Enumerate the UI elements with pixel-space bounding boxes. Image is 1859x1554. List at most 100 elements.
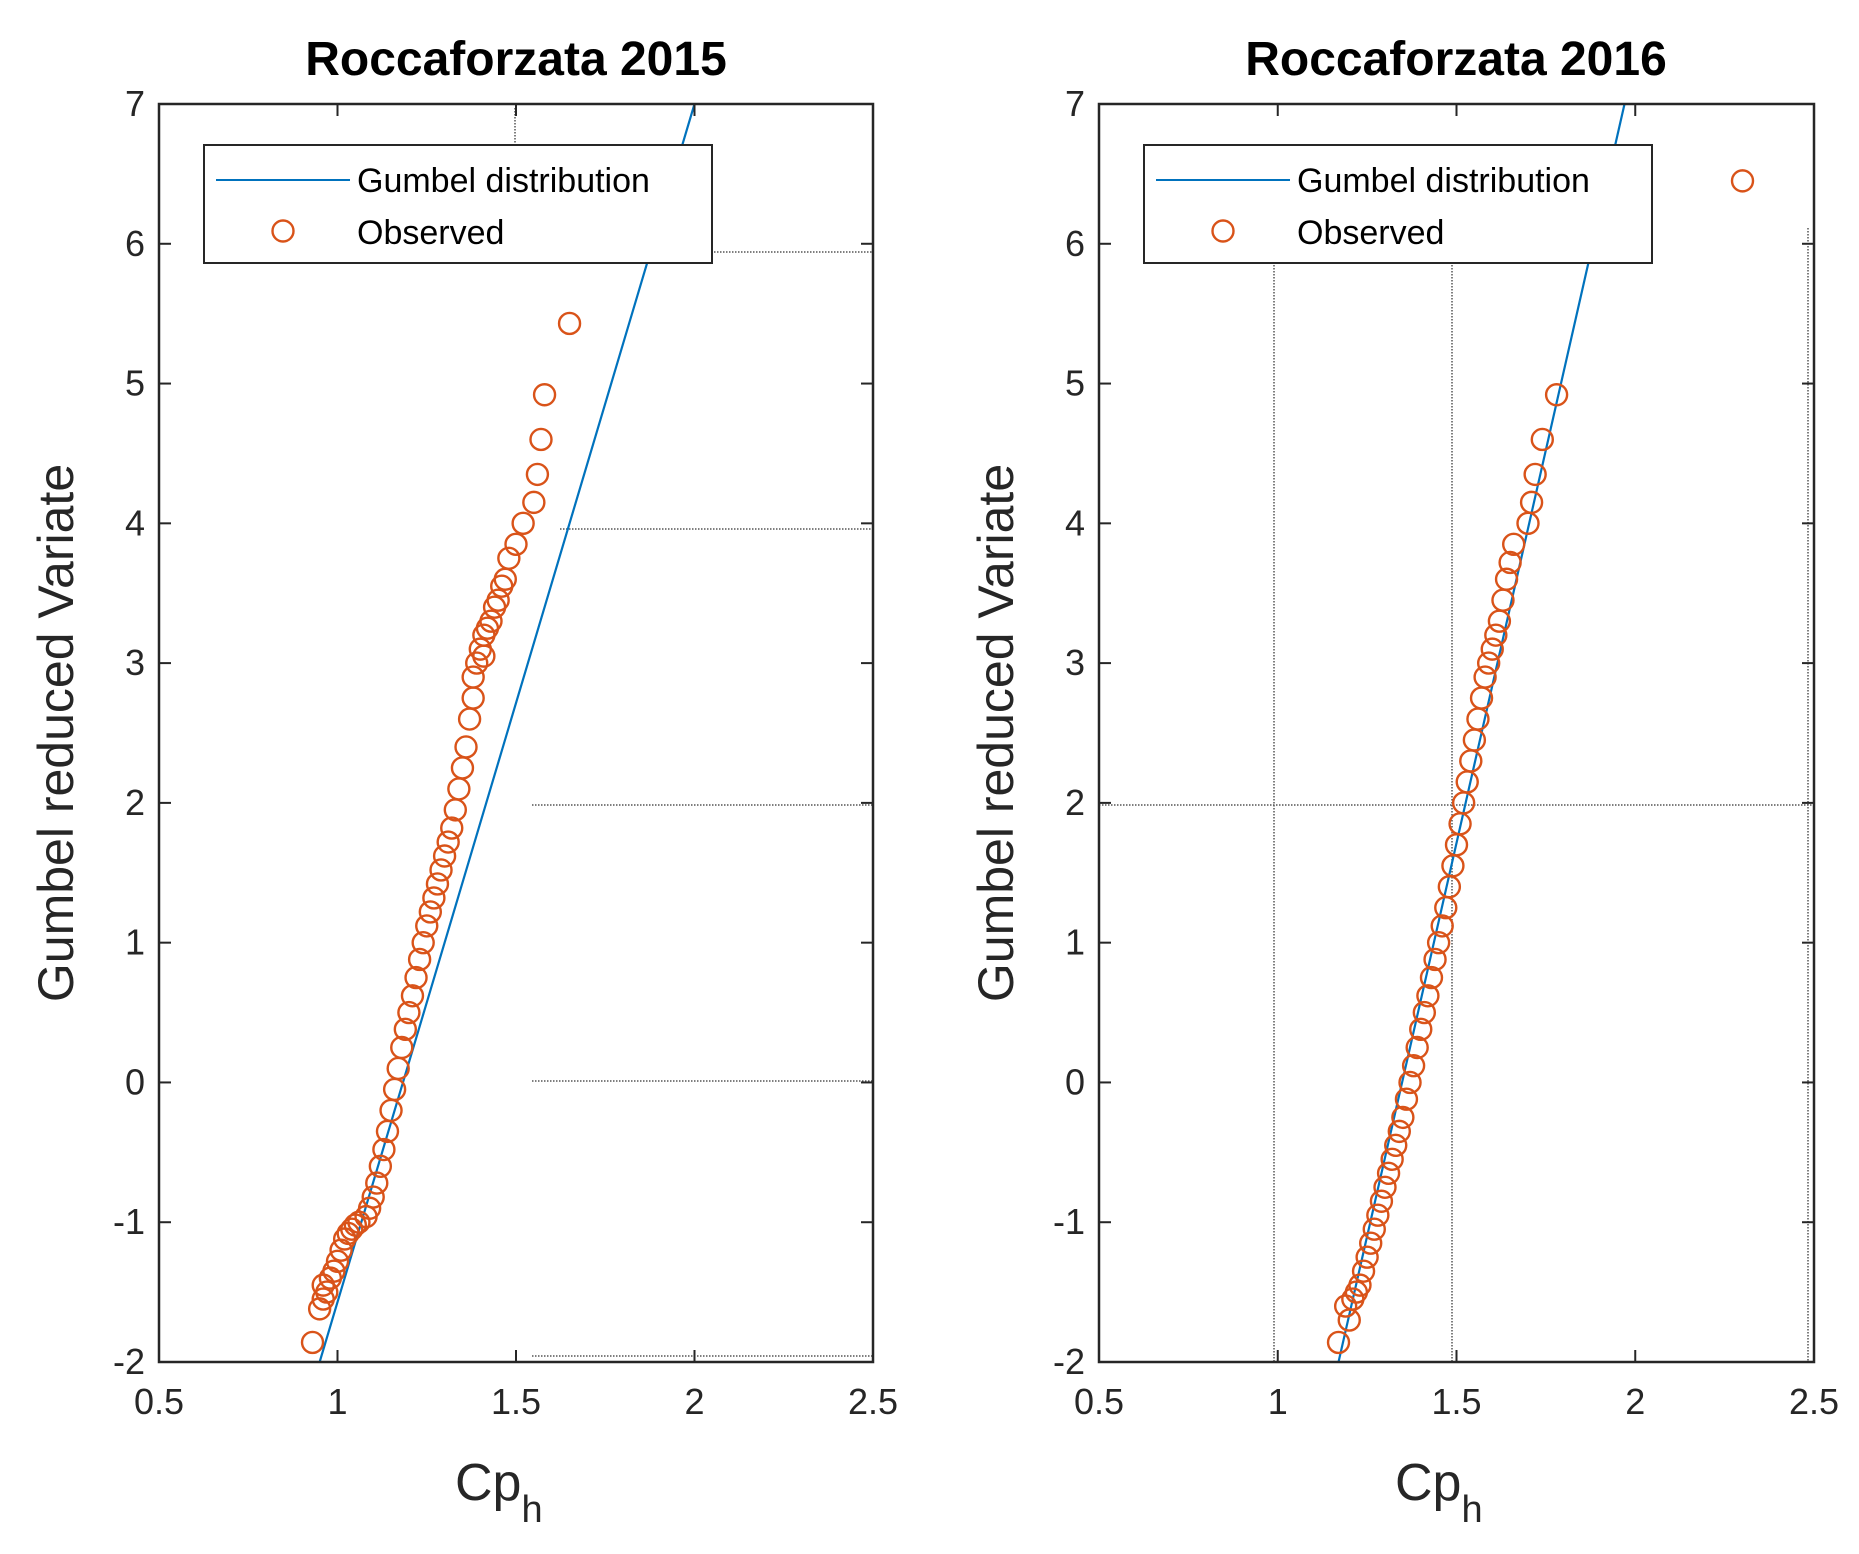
- y-axis-label: Gumbel reduced Variate: [968, 464, 1024, 1002]
- plot-area: [1326, 104, 1755, 1362]
- observed-point: [397, 1000, 421, 1025]
- observed-point: [1412, 1000, 1437, 1025]
- x-axis: 0.5 1 1.5 2 2.5: [134, 104, 898, 1422]
- observed-point: [497, 546, 521, 570]
- observed-point: [504, 532, 528, 556]
- observed-point: [429, 858, 453, 882]
- y-tick-label: 3: [1065, 642, 1085, 683]
- x-tick-label: 1: [1268, 1381, 1288, 1422]
- observed-point: [1387, 1119, 1412, 1144]
- observed-point: [1369, 1189, 1394, 1213]
- observed-point: [1380, 1147, 1404, 1172]
- observed-point: [1366, 1203, 1390, 1227]
- y-tick-label: -1: [1053, 1201, 1085, 1242]
- legend-observed-marker: [1211, 219, 1235, 243]
- observed-point: [1405, 1035, 1429, 1060]
- y-tick-label: -1: [113, 1201, 145, 1242]
- chart-title: Roccaforzata 2016: [1245, 33, 1667, 86]
- observed-point: [1544, 383, 1569, 407]
- observed-point: [425, 872, 450, 896]
- y-tick-label: 3: [125, 642, 145, 683]
- observed-point: [1523, 462, 1547, 487]
- observed-point: [404, 965, 428, 990]
- observed-point: [1730, 169, 1755, 193]
- observed-point: [557, 311, 582, 336]
- observed-point: [418, 900, 443, 924]
- legend-observed-marker: [271, 219, 295, 243]
- observed-point: [300, 1330, 325, 1355]
- chart-panel-2015: 0.5 1 1.5 2 2.5 -2 -1 0 1 2 3 4 5 6 7 Roccaforzata 20…: [28, 33, 898, 1531]
- observed-point: [390, 1035, 414, 1060]
- y-tick-label: 5: [1065, 363, 1085, 404]
- chart-panel-2016: 0.5 1 1.5 2 2.5 -2 -1 0 1 2 3 4 5 6 7 Roccaforzata 20…: [968, 33, 1839, 1531]
- x-tick-label: 1.5: [491, 1381, 541, 1422]
- observed-point: [532, 383, 557, 407]
- observed-point: [407, 947, 432, 972]
- observed-point: [361, 1185, 385, 1209]
- legend-observed-label: Observed: [1297, 214, 1444, 252]
- y-axis-label: Gumbel reduced Variate: [28, 464, 84, 1002]
- y-axis: -2 -1 0 1 2 3 4 5 6 7: [113, 83, 873, 1382]
- observed-point: [1501, 532, 1526, 556]
- observed-point: [315, 1280, 339, 1304]
- x-axis-label-subscript: h: [1461, 1489, 1482, 1531]
- observed-point: [415, 914, 439, 938]
- x-axis-label: Cph: [1395, 1454, 1483, 1531]
- observed-point: [1476, 651, 1501, 675]
- observed-point: [1391, 1105, 1415, 1130]
- observed-point: [1348, 1273, 1372, 1297]
- observed-point: [1423, 947, 1447, 972]
- observed-point: [1419, 965, 1444, 990]
- observed-point: [1426, 930, 1451, 955]
- observed-point: [529, 427, 553, 452]
- y-tick-label: 1: [1065, 922, 1085, 963]
- y-axis: -2 -1 0 1 2 3 4 5 6 7: [1053, 83, 1814, 1382]
- observed-point: [1498, 550, 1522, 575]
- observed-point: [411, 930, 435, 955]
- observed-point: [1409, 1017, 1433, 1042]
- observed-point: [461, 665, 485, 689]
- observed-point: [465, 651, 489, 675]
- observed-point: [1384, 1133, 1408, 1158]
- grid-lines: [1099, 228, 1814, 1362]
- gumbel-distribution-line: [318, 104, 696, 1362]
- observed-point: [1480, 637, 1504, 661]
- observed-point: [1401, 1053, 1426, 1078]
- observed-point: [422, 886, 446, 910]
- observed-point: [1398, 1070, 1422, 1095]
- observed-point: [340, 1217, 364, 1241]
- observed-point: [522, 490, 546, 515]
- legend: Gumbel distribution Observed: [203, 144, 713, 264]
- plot-area: [300, 104, 696, 1362]
- observed-point: [1355, 1245, 1379, 1269]
- y-tick-label: 4: [1065, 502, 1085, 543]
- observed-point: [1373, 1175, 1397, 1199]
- observed-point: [400, 984, 425, 1008]
- y-tick-label: 0: [125, 1061, 145, 1102]
- legend: Gumbel distribution Observed: [1143, 144, 1653, 264]
- y-tick-label: 6: [125, 223, 145, 264]
- observed-point: [1494, 567, 1519, 591]
- x-axis-label: Cph: [455, 1454, 543, 1531]
- legend-observed-label: Observed: [357, 214, 504, 252]
- x-axis-label-subscript: h: [521, 1489, 542, 1531]
- legend-gumbel-label: Gumbel distribution: [357, 162, 650, 200]
- x-axis-label-main: Cp: [455, 1454, 521, 1512]
- observed-point: [1326, 1330, 1351, 1355]
- y-tick-label: -2: [1053, 1341, 1085, 1382]
- chart-title: Roccaforzata 2015: [305, 33, 727, 86]
- observed-point: [368, 1154, 393, 1179]
- legend-box: [203, 144, 713, 264]
- observed-point: [511, 511, 535, 536]
- y-tick-label: 2: [125, 782, 145, 823]
- observed-point: [1394, 1087, 1419, 1111]
- observed-point: [486, 588, 510, 612]
- observed-point: [1351, 1259, 1376, 1283]
- observed-point: [1362, 1217, 1386, 1241]
- observed-point: [372, 1137, 396, 1162]
- y-tick-label: 6: [1065, 223, 1085, 264]
- x-tick-label: 0.5: [1074, 1381, 1124, 1422]
- observed-point: [322, 1259, 346, 1283]
- observed-point: [440, 816, 464, 840]
